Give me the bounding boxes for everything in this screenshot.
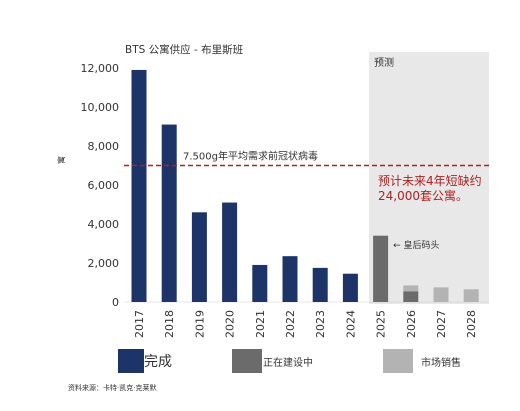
x-tick-label: 2017 (133, 310, 146, 338)
x-tick-label: 2020 (224, 310, 237, 338)
annotation-shortage: 24,000套公寓。 (378, 188, 468, 203)
bar-2024-completed (342, 273, 358, 302)
source-note: 资料来源：卡特·凯克·克莱默 (68, 383, 156, 392)
x-tick-label: 2027 (435, 310, 448, 338)
bar-2019-completed (191, 212, 207, 302)
legend-label: 市场销售 (421, 356, 461, 369)
x-tick-label: 2024 (344, 310, 357, 338)
x-tick-label: 2022 (284, 310, 297, 338)
bar-2023-completed (312, 267, 328, 302)
legend-label: 完成 (144, 354, 172, 370)
reference-line-label: 7.500g年平均需求前冠状病毒 (183, 150, 318, 163)
bar-2026-under_construction (403, 291, 419, 302)
forecast-region (369, 52, 489, 304)
y-tick-label: 0 (112, 296, 119, 309)
bar-2026-for_sale (403, 285, 419, 292)
x-tick-label: 2018 (163, 310, 176, 338)
x-tick-label: 2021 (254, 310, 267, 338)
legend-swatch-for_sale (383, 349, 413, 373)
reference-label-bg (180, 148, 350, 163)
x-tick-label: 2019 (193, 310, 206, 338)
x-tick-label: 2025 (375, 310, 388, 338)
y-tick-label: 12,000 (81, 62, 120, 75)
bar-2018-completed (161, 124, 177, 302)
y-tick-label: 2,000 (88, 257, 120, 270)
annotation-shortage: 预计未来4年短缺约 (378, 173, 482, 188)
bar-2028-for_sale (463, 289, 479, 302)
y-tick-label: 10,000 (81, 101, 120, 114)
forecast-label: 预测 (374, 56, 394, 69)
bar-2020-completed (222, 202, 238, 302)
bar-2027-for_sale (433, 287, 449, 302)
legend-label: 正在建设中 (263, 356, 313, 369)
chart-title: BTS 公寓供应 - 布里斯班 (125, 43, 244, 56)
x-tick-label: 2028 (465, 310, 478, 338)
y-tick-label: 6,000 (88, 179, 120, 192)
legend-swatch-completed (118, 349, 144, 373)
bar-2022-completed (282, 256, 298, 302)
x-tick-label: 2023 (314, 310, 327, 338)
y-tick-label: 4,000 (88, 218, 120, 231)
bar-2021-completed (252, 264, 268, 302)
bar-2025-under_construction (373, 235, 389, 302)
annotation-queens-wharf: ← 皇后码头 (393, 239, 439, 251)
bar-2017-completed (131, 69, 147, 302)
y-axis-label: 寓 (56, 156, 66, 164)
x-tick-label: 2026 (405, 310, 418, 338)
y-tick-label: 8,000 (88, 140, 120, 153)
legend-swatch-under_construction (232, 349, 262, 373)
